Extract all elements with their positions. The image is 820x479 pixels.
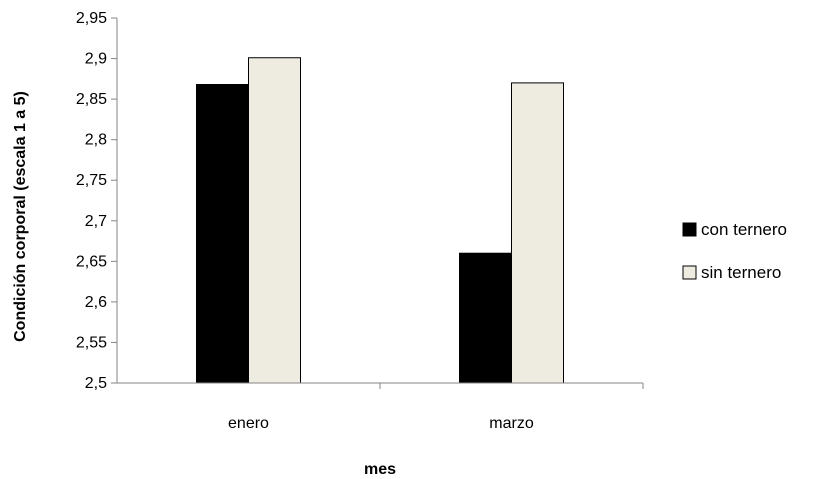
bar-sin-ternero-enero (248, 57, 301, 384)
legend-label: con ternero (701, 220, 787, 239)
x-category-label: marzo (489, 415, 534, 432)
bar-con-ternero-enero (196, 84, 249, 384)
y-tick-label: 2,6 (85, 294, 107, 311)
y-tick-label: 2,55 (76, 334, 107, 351)
y-tick-label: 2,75 (76, 172, 107, 189)
y-tick-label: 2,85 (76, 91, 107, 108)
legend-swatch (682, 222, 697, 237)
bar-con-ternero-marzo (459, 252, 512, 384)
y-tick-label: 2,9 (85, 51, 107, 68)
legend: con ternero sin ternero (682, 220, 787, 282)
x-axis-category-labels: enero marzo (228, 383, 644, 432)
y-tick-label: 2,65 (76, 253, 107, 270)
y-tick-label: 2,8 (85, 132, 107, 149)
y-axis-title: Condición corporal (escala 1 a 5) (12, 91, 29, 342)
legend-label: sin ternero (701, 263, 781, 282)
y-tick-label: 2,7 (85, 213, 107, 230)
bars (196, 57, 564, 384)
bar-sin-ternero-marzo (511, 82, 564, 384)
x-category-label: enero (228, 415, 269, 432)
y-tick-label: 2,5 (85, 375, 107, 392)
legend-swatch (682, 265, 697, 280)
x-axis-title: mes (364, 461, 396, 478)
y-tick-label: 2,95 (76, 10, 107, 27)
y-axis-ticks: 2,5 2,55 2,6 2,65 2,7 2,75 2,8 2,85 2,9 2,95 (76, 10, 117, 392)
